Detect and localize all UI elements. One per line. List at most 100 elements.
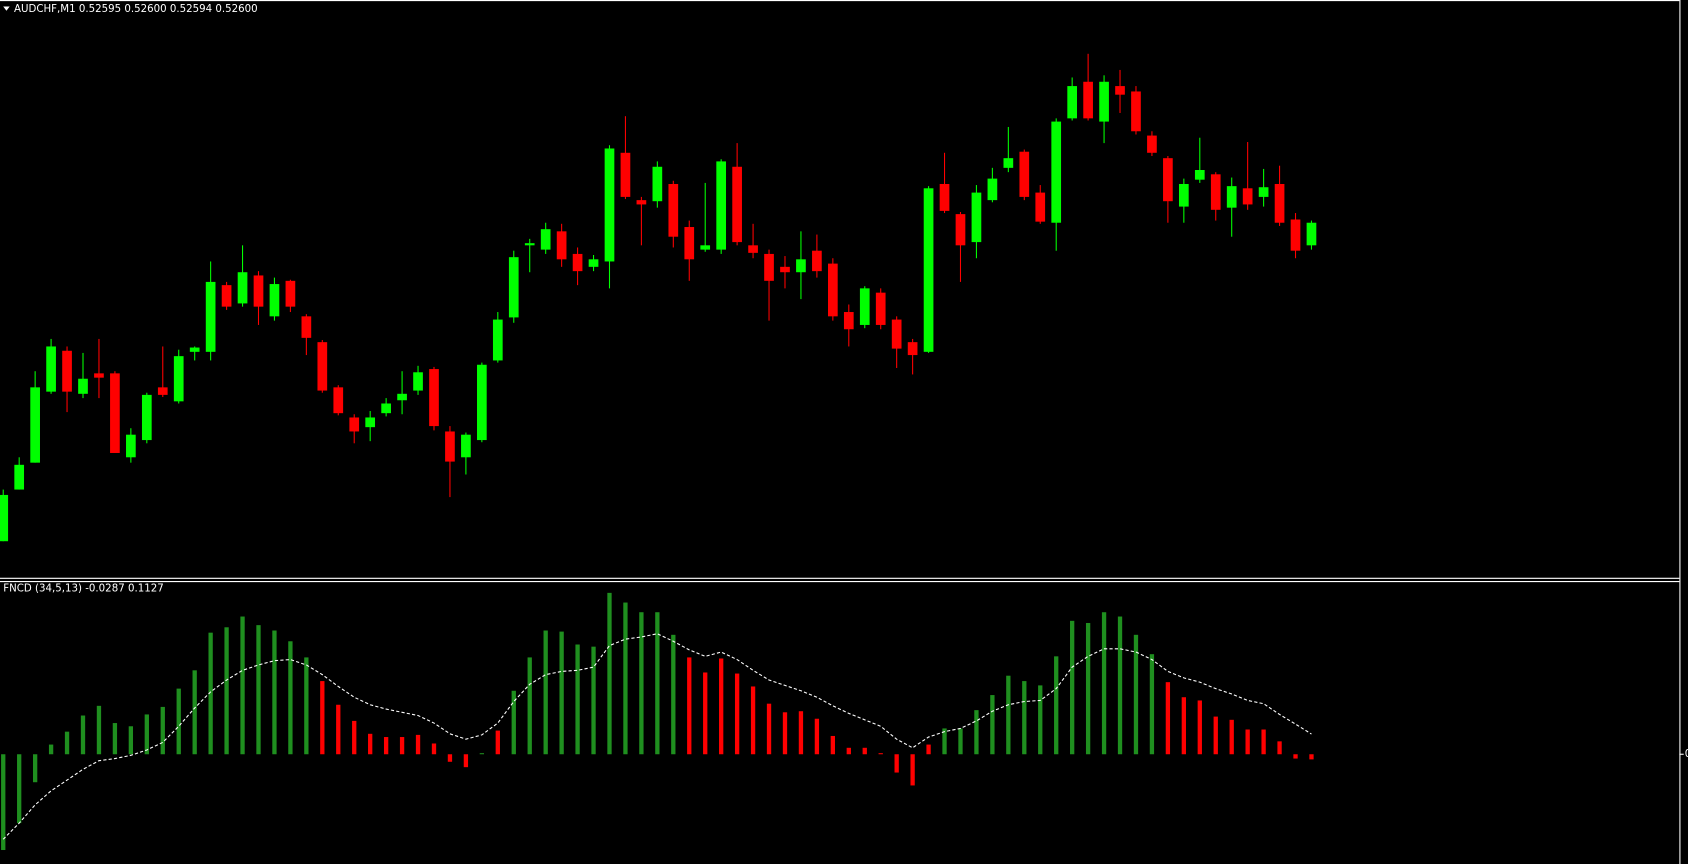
candle-body (1242, 188, 1253, 205)
candle-body (796, 259, 806, 273)
histogram-bar (240, 616, 245, 755)
histogram-bar (1277, 741, 1282, 755)
candle-body (461, 434, 471, 458)
histogram-bar (878, 753, 883, 755)
y-tick-label: 0 (1685, 749, 1688, 760)
candle-body (684, 227, 695, 260)
histogram-bar (766, 703, 772, 755)
histogram-bar (399, 737, 405, 755)
histogram-bar (128, 726, 134, 755)
histogram-bar (383, 737, 389, 755)
histogram-bar (48, 744, 54, 755)
histogram-bar (750, 686, 756, 755)
candle-body (365, 417, 376, 428)
histogram-bar (224, 627, 229, 755)
histogram-bar (1133, 634, 1139, 755)
histogram-bar (734, 673, 740, 755)
candle-body (1226, 186, 1237, 208)
candle-body (317, 342, 328, 391)
candle-body (14, 464, 25, 490)
indicator-title: FNCD (34,5,13) -0.0287 0.1127 (3, 584, 163, 595)
candle-body (333, 387, 344, 414)
candle-body (141, 394, 152, 441)
candle-body (1306, 222, 1317, 246)
candle-body (1035, 192, 1046, 222)
histogram-bar (703, 672, 708, 755)
candle-body (78, 378, 88, 394)
candle-body (508, 257, 519, 318)
candle-body (843, 312, 854, 330)
histogram-bar (575, 644, 580, 755)
candle-body (46, 346, 56, 392)
histogram-bar (352, 720, 357, 755)
candle-body (812, 250, 822, 272)
histogram-bar (1117, 616, 1123, 755)
histogram-bar (1229, 719, 1234, 755)
candle-body (205, 281, 216, 352)
histogram-bar (1070, 620, 1075, 755)
candle-body (1258, 187, 1269, 197)
histogram-bar (862, 747, 867, 755)
histogram-bar (910, 754, 915, 786)
candle-body (1194, 170, 1205, 180)
candle-body (636, 200, 647, 205)
histogram-bar (112, 723, 118, 755)
candle-body (1131, 91, 1141, 132)
candle-body (620, 152, 631, 197)
candle-body (397, 393, 407, 401)
histogram-bar (623, 602, 628, 755)
candle-body (1178, 183, 1189, 207)
histogram-bar (336, 704, 341, 755)
histogram-bar (1054, 656, 1059, 755)
chart-title: AUDCHF,M1 0.52595 0.52600 0.52594 0.5260… (14, 4, 258, 15)
candle-body (859, 288, 870, 325)
histogram-bar (958, 728, 963, 755)
candle-body (126, 434, 136, 458)
histogram-bar (1213, 716, 1218, 755)
histogram-bar (591, 646, 596, 755)
candle-body (492, 319, 503, 361)
histogram-bar (32, 754, 38, 783)
histogram-bar (160, 706, 165, 755)
candle-body (173, 356, 184, 402)
candle-body (939, 183, 950, 211)
histogram-bar (80, 715, 86, 755)
histogram-bar (176, 688, 181, 755)
histogram-bar (1101, 612, 1107, 755)
histogram-bar (144, 714, 149, 755)
histogram-bar (431, 743, 437, 755)
candle-body (540, 229, 551, 250)
histogram-bar (1038, 685, 1043, 755)
candle-body (1115, 86, 1125, 95)
candle-body (668, 183, 679, 237)
candle-body (971, 192, 982, 243)
signal-line (2, 633, 1312, 840)
candle-body (556, 231, 567, 260)
histogram-bar (256, 625, 261, 755)
collapse-arrow[interactable] (3, 6, 10, 11)
candle-body (1290, 219, 1301, 251)
candle-body (588, 259, 599, 267)
candle-body (349, 417, 360, 432)
histogram-bar (1085, 622, 1091, 755)
histogram-bar (96, 705, 102, 755)
candle-body (1067, 86, 1078, 119)
histogram-bar (559, 631, 564, 755)
candle-body (429, 369, 439, 427)
candle-body (524, 243, 535, 246)
candle-body (955, 214, 966, 246)
candle-body (1083, 81, 1093, 119)
histogram-bar (511, 690, 516, 755)
candle-body (445, 431, 455, 462)
histogram-bar (1022, 681, 1027, 755)
candle-body (572, 253, 583, 272)
histogram-bar (1165, 682, 1171, 755)
histogram-bar (527, 657, 532, 755)
histogram-bar (671, 634, 676, 755)
histogram-bar (1261, 729, 1266, 755)
histogram-bar (368, 733, 373, 755)
candle-body (253, 275, 264, 307)
histogram-bar (208, 632, 213, 755)
histogram-bar (288, 641, 293, 755)
